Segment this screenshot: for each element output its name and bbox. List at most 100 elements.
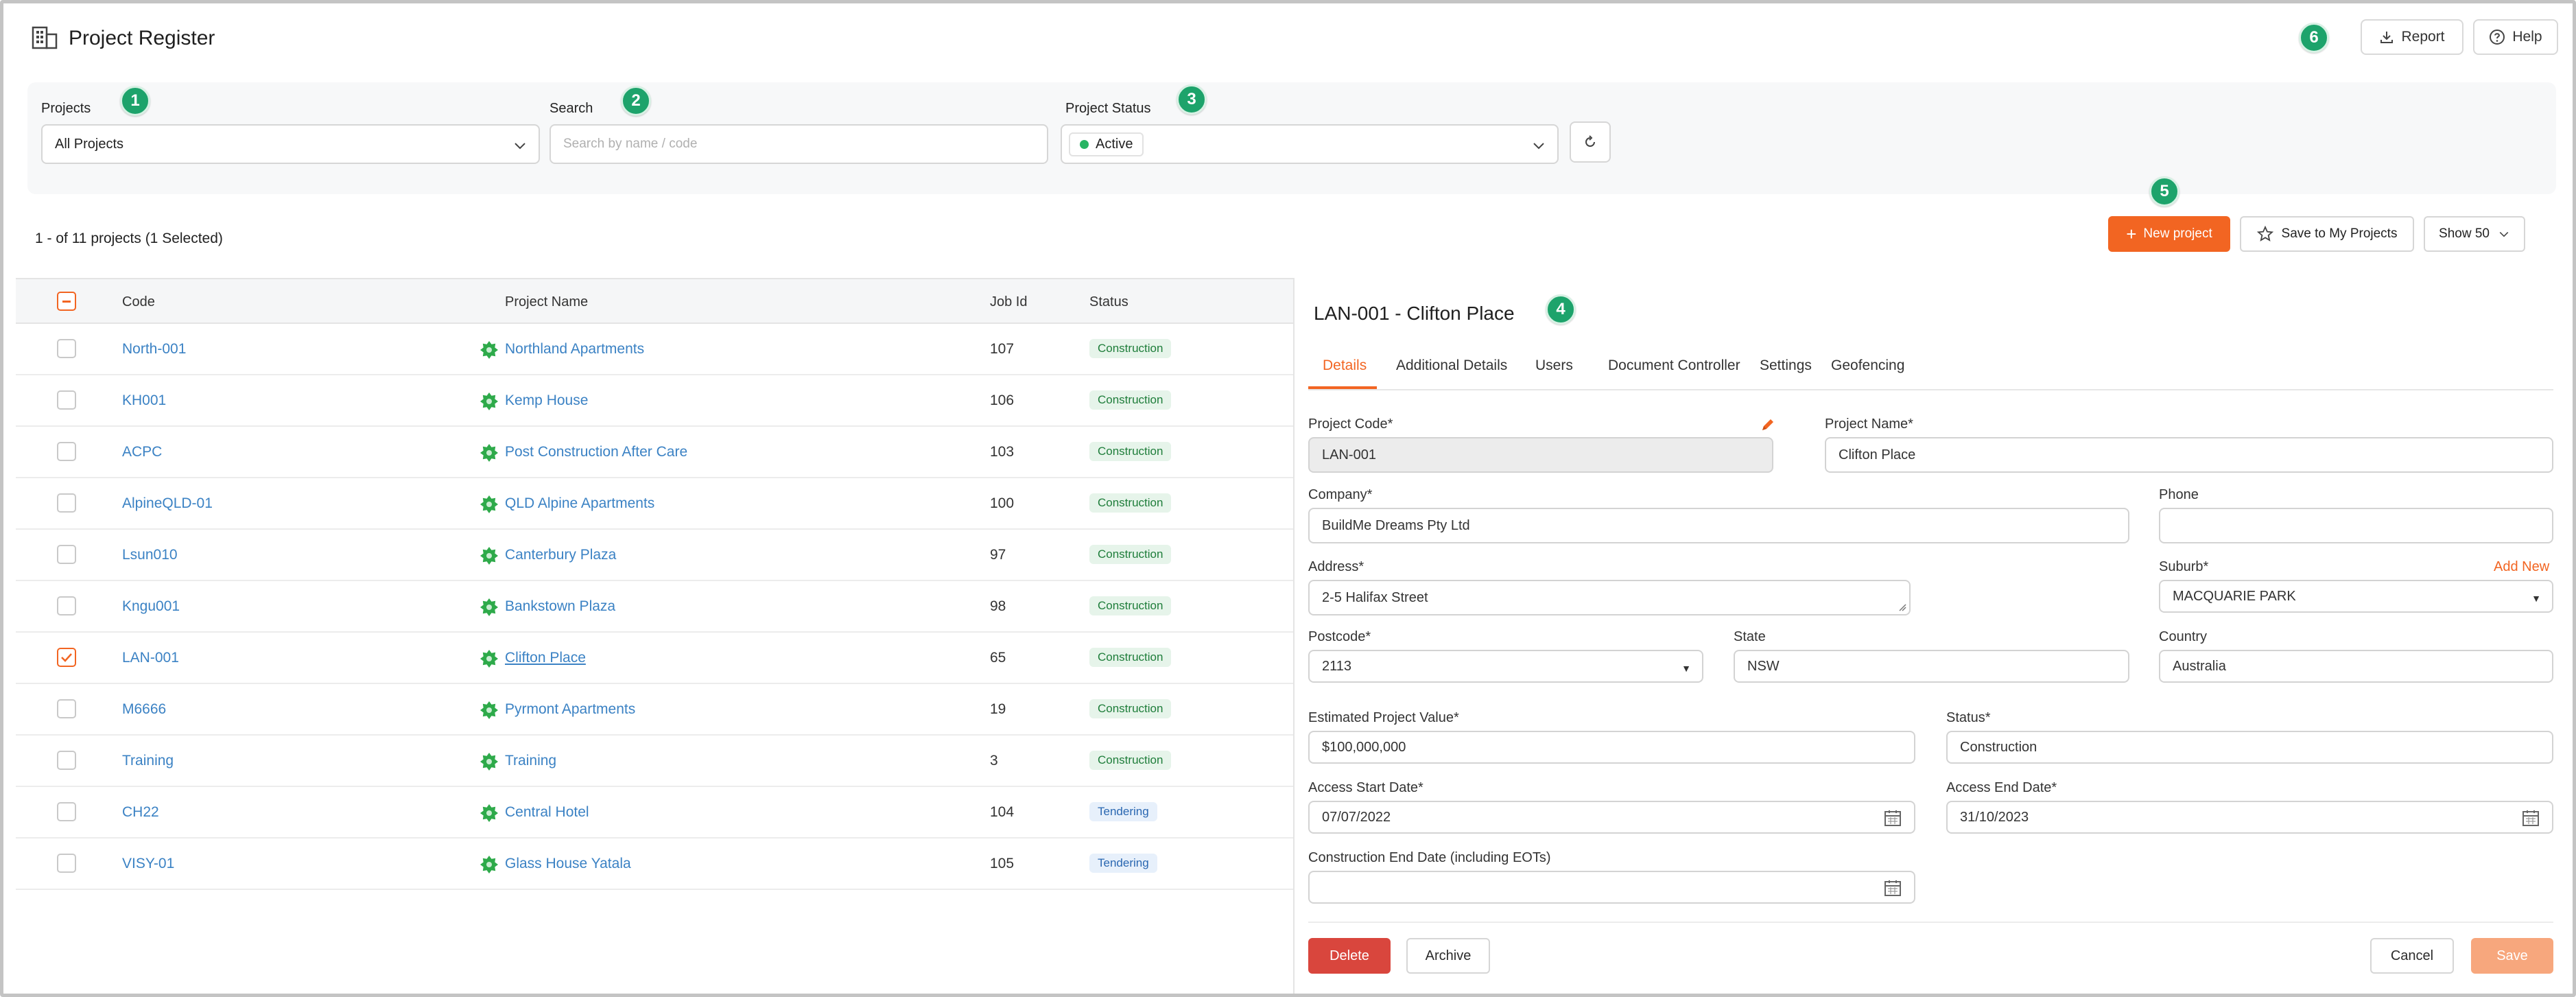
refresh-button[interactable]	[1570, 121, 1611, 163]
column-header-code[interactable]: Code	[122, 294, 155, 309]
project-code-link[interactable]: Lsun010	[122, 547, 178, 563]
pencil-icon[interactable]	[1760, 417, 1776, 433]
row-checkbox[interactable]	[57, 493, 76, 513]
row-checkbox[interactable]	[57, 751, 76, 770]
chevron-down-icon	[2499, 231, 2509, 237]
add-new-suburb-link[interactable]: Add New	[2494, 559, 2550, 574]
tab-geofencing[interactable]: Geofencing	[1831, 357, 1905, 373]
table-row[interactable]: ACPC Post Construction After Care 103 Const…	[16, 427, 1293, 478]
job-id: 105	[990, 856, 1015, 871]
project-name-link[interactable]: Post Construction After Care	[505, 444, 688, 460]
project-code-link[interactable]: M6666	[122, 701, 167, 717]
project-name-link[interactable]: Pyrmont Apartments	[505, 701, 636, 717]
project-code-link[interactable]: North-001	[122, 341, 187, 357]
suburb-select[interactable]: MACQUARIE PARK ▼	[2159, 580, 2553, 613]
row-checkbox[interactable]	[57, 802, 76, 821]
project-name-link[interactable]: Bankstown Plaza	[505, 598, 616, 614]
table-row[interactable]: Training Training 3 Construction	[16, 736, 1293, 787]
project-code-link[interactable]: ACPC	[122, 444, 163, 460]
job-id: 107	[990, 341, 1015, 357]
project-code-label: Project Code*	[1308, 417, 1393, 432]
row-checkbox[interactable]	[57, 442, 76, 461]
calendar-icon[interactable]	[1884, 879, 1902, 897]
tab-document-controller[interactable]: Document Controller	[1608, 357, 1740, 373]
project-name-link[interactable]: Glass House Yatala	[505, 856, 631, 871]
access-end-label: Access End Date*	[1946, 780, 2057, 795]
access-start-date-field[interactable]: 07/07/2022	[1308, 801, 1915, 834]
row-checkbox[interactable]	[57, 390, 76, 410]
job-id: 104	[990, 804, 1015, 820]
tab-users[interactable]: Users	[1535, 357, 1573, 373]
save-button[interactable]: Save	[2471, 938, 2553, 974]
project-name-field[interactable]: Clifton Place	[1825, 437, 2553, 473]
table-row[interactable]: M6666 Pyrmont Apartments 19 Construction	[16, 684, 1293, 736]
project-code-link[interactable]: KH001	[122, 392, 167, 408]
postcode-select[interactable]: 2113 ▼	[1308, 650, 1703, 683]
detail-tabs: Details Additional Details Users Documen…	[1308, 351, 2553, 390]
job-id: 97	[990, 547, 1006, 563]
row-checkbox[interactable]	[57, 699, 76, 718]
phone-field[interactable]	[2159, 508, 2553, 543]
project-name-link[interactable]: Clifton Place	[505, 650, 586, 666]
row-checkbox[interactable]	[57, 545, 76, 564]
table-row[interactable]: Lsun010 Canterbury Plaza 97 Construction	[16, 530, 1293, 581]
row-checkbox[interactable]	[57, 339, 76, 358]
table-row[interactable]: CH22 Central Hotel 104 Tendering	[16, 787, 1293, 838]
row-checkbox[interactable]	[57, 648, 76, 667]
resize-handle-icon[interactable]	[1898, 603, 1906, 611]
projects-select[interactable]: All Projects	[41, 124, 540, 164]
table-row[interactable]: LAN-001 Clifton Place 65 Construction	[16, 633, 1293, 684]
column-header-status[interactable]: Status	[1089, 294, 1129, 309]
tab-details[interactable]: Details	[1323, 357, 1367, 373]
table-row[interactable]: KH001 Kemp House 106 Construction	[16, 375, 1293, 427]
project-code-link[interactable]: Training	[122, 753, 174, 769]
address-field[interactable]: 2-5 Halifax Street	[1308, 580, 1911, 615]
search-input[interactable]	[550, 124, 1048, 164]
company-field[interactable]: BuildMe Dreams Pty Ltd	[1308, 508, 2129, 543]
table-row[interactable]: AlpineQLD-01 QLD Alpine Apartments 100 Cons…	[16, 478, 1293, 530]
archive-button[interactable]: Archive	[1406, 938, 1490, 974]
estimated-value-field[interactable]: $100,000,000	[1308, 731, 1915, 764]
calendar-icon[interactable]	[1884, 809, 1902, 827]
calendar-icon[interactable]	[2522, 809, 2540, 827]
state-field[interactable]: NSW	[1734, 650, 2129, 683]
show-count-select[interactable]: Show 50	[2424, 216, 2525, 252]
project-code-link[interactable]: CH22	[122, 804, 159, 820]
status-chip[interactable]: Active	[1069, 132, 1144, 156]
new-project-button[interactable]: + New project	[2108, 216, 2230, 252]
column-header-job-id[interactable]: Job Id	[990, 294, 1028, 309]
table-row[interactable]: Kngu001 Bankstown Plaza 98 Construction	[16, 581, 1293, 633]
tab-additional-details[interactable]: Additional Details	[1396, 357, 1508, 373]
project-code-link[interactable]: VISY-01	[122, 856, 175, 871]
report-button[interactable]: Report	[2361, 19, 2463, 55]
estimated-value-value: $100,000,000	[1322, 739, 1406, 755]
project-name-link[interactable]: Training	[505, 753, 557, 769]
status-select[interactable]: Active	[1061, 124, 1559, 164]
project-name-link[interactable]: QLD Alpine Apartments	[505, 495, 655, 511]
access-end-date-field[interactable]: 31/10/2023	[1946, 801, 2553, 834]
country-field[interactable]: Australia	[2159, 650, 2553, 683]
star-icon	[2256, 226, 2273, 242]
job-id: 98	[990, 598, 1006, 614]
status-field[interactable]: Construction	[1946, 731, 2553, 764]
project-name-link[interactable]: Canterbury Plaza	[505, 547, 617, 563]
save-to-my-projects-button[interactable]: Save to My Projects	[2240, 216, 2414, 252]
help-button[interactable]: Help	[2473, 19, 2558, 55]
report-label: Report	[2401, 29, 2445, 45]
project-name-link[interactable]: Kemp House	[505, 392, 589, 408]
project-code-link[interactable]: AlpineQLD-01	[122, 495, 213, 511]
project-code-link[interactable]: Kngu001	[122, 598, 180, 614]
table-row[interactable]: North-001 Northland Apartments 107 Construc…	[16, 324, 1293, 375]
project-name-link[interactable]: Northland Apartments	[505, 341, 645, 357]
project-name-link[interactable]: Central Hotel	[505, 804, 589, 820]
project-code-link[interactable]: LAN-001	[122, 650, 179, 666]
construction-end-date-field[interactable]	[1308, 871, 1915, 904]
cancel-button[interactable]: Cancel	[2370, 938, 2454, 974]
tab-settings[interactable]: Settings	[1760, 357, 1812, 373]
table-row[interactable]: VISY-01 Glass House Yatala 105 Tendering	[16, 838, 1293, 890]
column-header-project-name[interactable]: Project Name	[505, 294, 589, 309]
delete-button[interactable]: Delete	[1308, 938, 1391, 974]
row-checkbox[interactable]	[57, 596, 76, 615]
row-checkbox[interactable]	[57, 854, 76, 873]
select-all-checkbox[interactable]	[57, 292, 76, 311]
